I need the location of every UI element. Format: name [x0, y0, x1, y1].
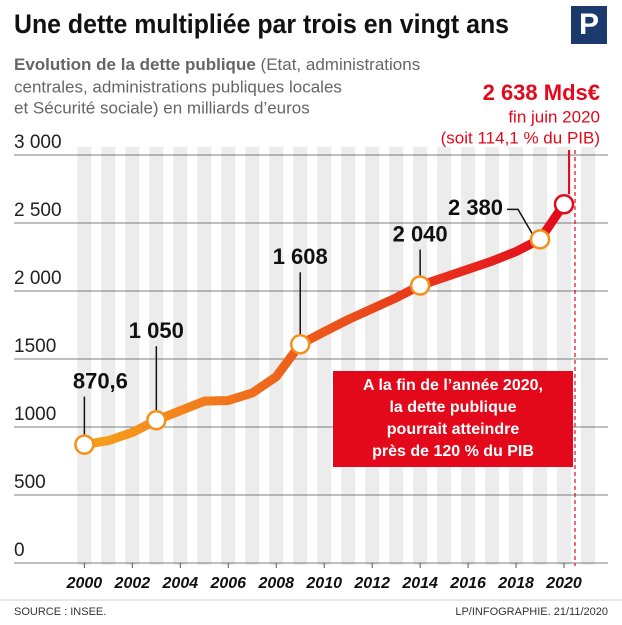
stripe [245, 147, 260, 565]
x-tick-label: 2010 [305, 575, 342, 592]
subtitle-line: et Sécurité sociale) en milliards d’euro… [14, 98, 310, 117]
logo [571, 6, 607, 44]
stripe [173, 147, 188, 565]
last-value-label: 2 638 Mds€ [483, 80, 600, 105]
annotation-box [333, 371, 573, 467]
annotation: fin juin 2020 [508, 107, 600, 126]
stripe [389, 147, 404, 565]
stripe [269, 147, 284, 565]
chart-title: Une dette multipliée par trois en vingt … [14, 9, 509, 39]
x-tick-label: 2006 [209, 575, 246, 592]
stripe [101, 147, 116, 565]
subtitle-line: centrales, administrations publiques loc… [14, 77, 342, 96]
x-tick-label: 2020 [545, 575, 582, 592]
x-tick-label: 2000 [66, 575, 103, 592]
annotation: pourrait atteindre [387, 421, 520, 438]
point [74, 434, 95, 455]
annotation: A la fin de l’année 2020, [363, 377, 543, 394]
y-tick-label: 2 000 [14, 268, 62, 289]
value-label: 2 380 [448, 195, 503, 220]
leader [507, 208, 533, 234]
y-tick-label: 0 [14, 540, 25, 561]
x-tick-label: 2002 [114, 575, 151, 592]
subtitle: Evolution de la dette publique (Etat, ad… [14, 55, 420, 74]
stripe [125, 147, 140, 565]
logo-text: P [579, 8, 599, 41]
stripe [581, 147, 596, 565]
stripe [221, 147, 236, 565]
value-label: 1 050 [129, 318, 184, 343]
credit: LP/INFOGRAPHIE. 21/11/2020 [455, 606, 608, 618]
value-label: 870,6 [73, 368, 128, 393]
stripe [197, 147, 212, 565]
y-tick-label: 1500 [14, 336, 56, 357]
stripe [77, 147, 92, 565]
point [529, 229, 551, 250]
source: SOURCE : INSEE. [14, 606, 106, 618]
stripe [317, 147, 332, 565]
point [146, 409, 167, 431]
x-tick-label: 2018 [497, 575, 534, 592]
subtitle-lead: Evolution de la dette publique [14, 55, 256, 74]
y-tick-label: 500 [14, 472, 46, 493]
stripe [293, 147, 308, 565]
x-tick-label: 2012 [353, 575, 390, 592]
point [553, 193, 575, 215]
annotation: (soit 114,1 % du PIB) [441, 128, 600, 147]
subtitle-line: (Etat, administrations [261, 55, 421, 74]
annotation: la dette publique [389, 399, 516, 416]
annotation: près de 120 % du PIB [372, 443, 534, 460]
x-tick-label: 2008 [257, 575, 294, 592]
stripe [365, 147, 380, 565]
point [409, 275, 431, 296]
stripe [533, 147, 548, 565]
x-tick-label: 2016 [449, 575, 486, 592]
stripe [413, 147, 428, 565]
x-tick-label: 2014 [401, 575, 438, 592]
y-tick-label: 2 500 [14, 200, 62, 221]
value-label: 2 040 [393, 221, 448, 246]
point [289, 334, 311, 355]
y-tick-label: 1000 [14, 404, 56, 425]
x-tick-label: 2004 [162, 575, 199, 592]
stripe [341, 147, 356, 565]
y-tick-label: 3 000 [14, 132, 62, 153]
value-label: 1 608 [273, 244, 328, 269]
